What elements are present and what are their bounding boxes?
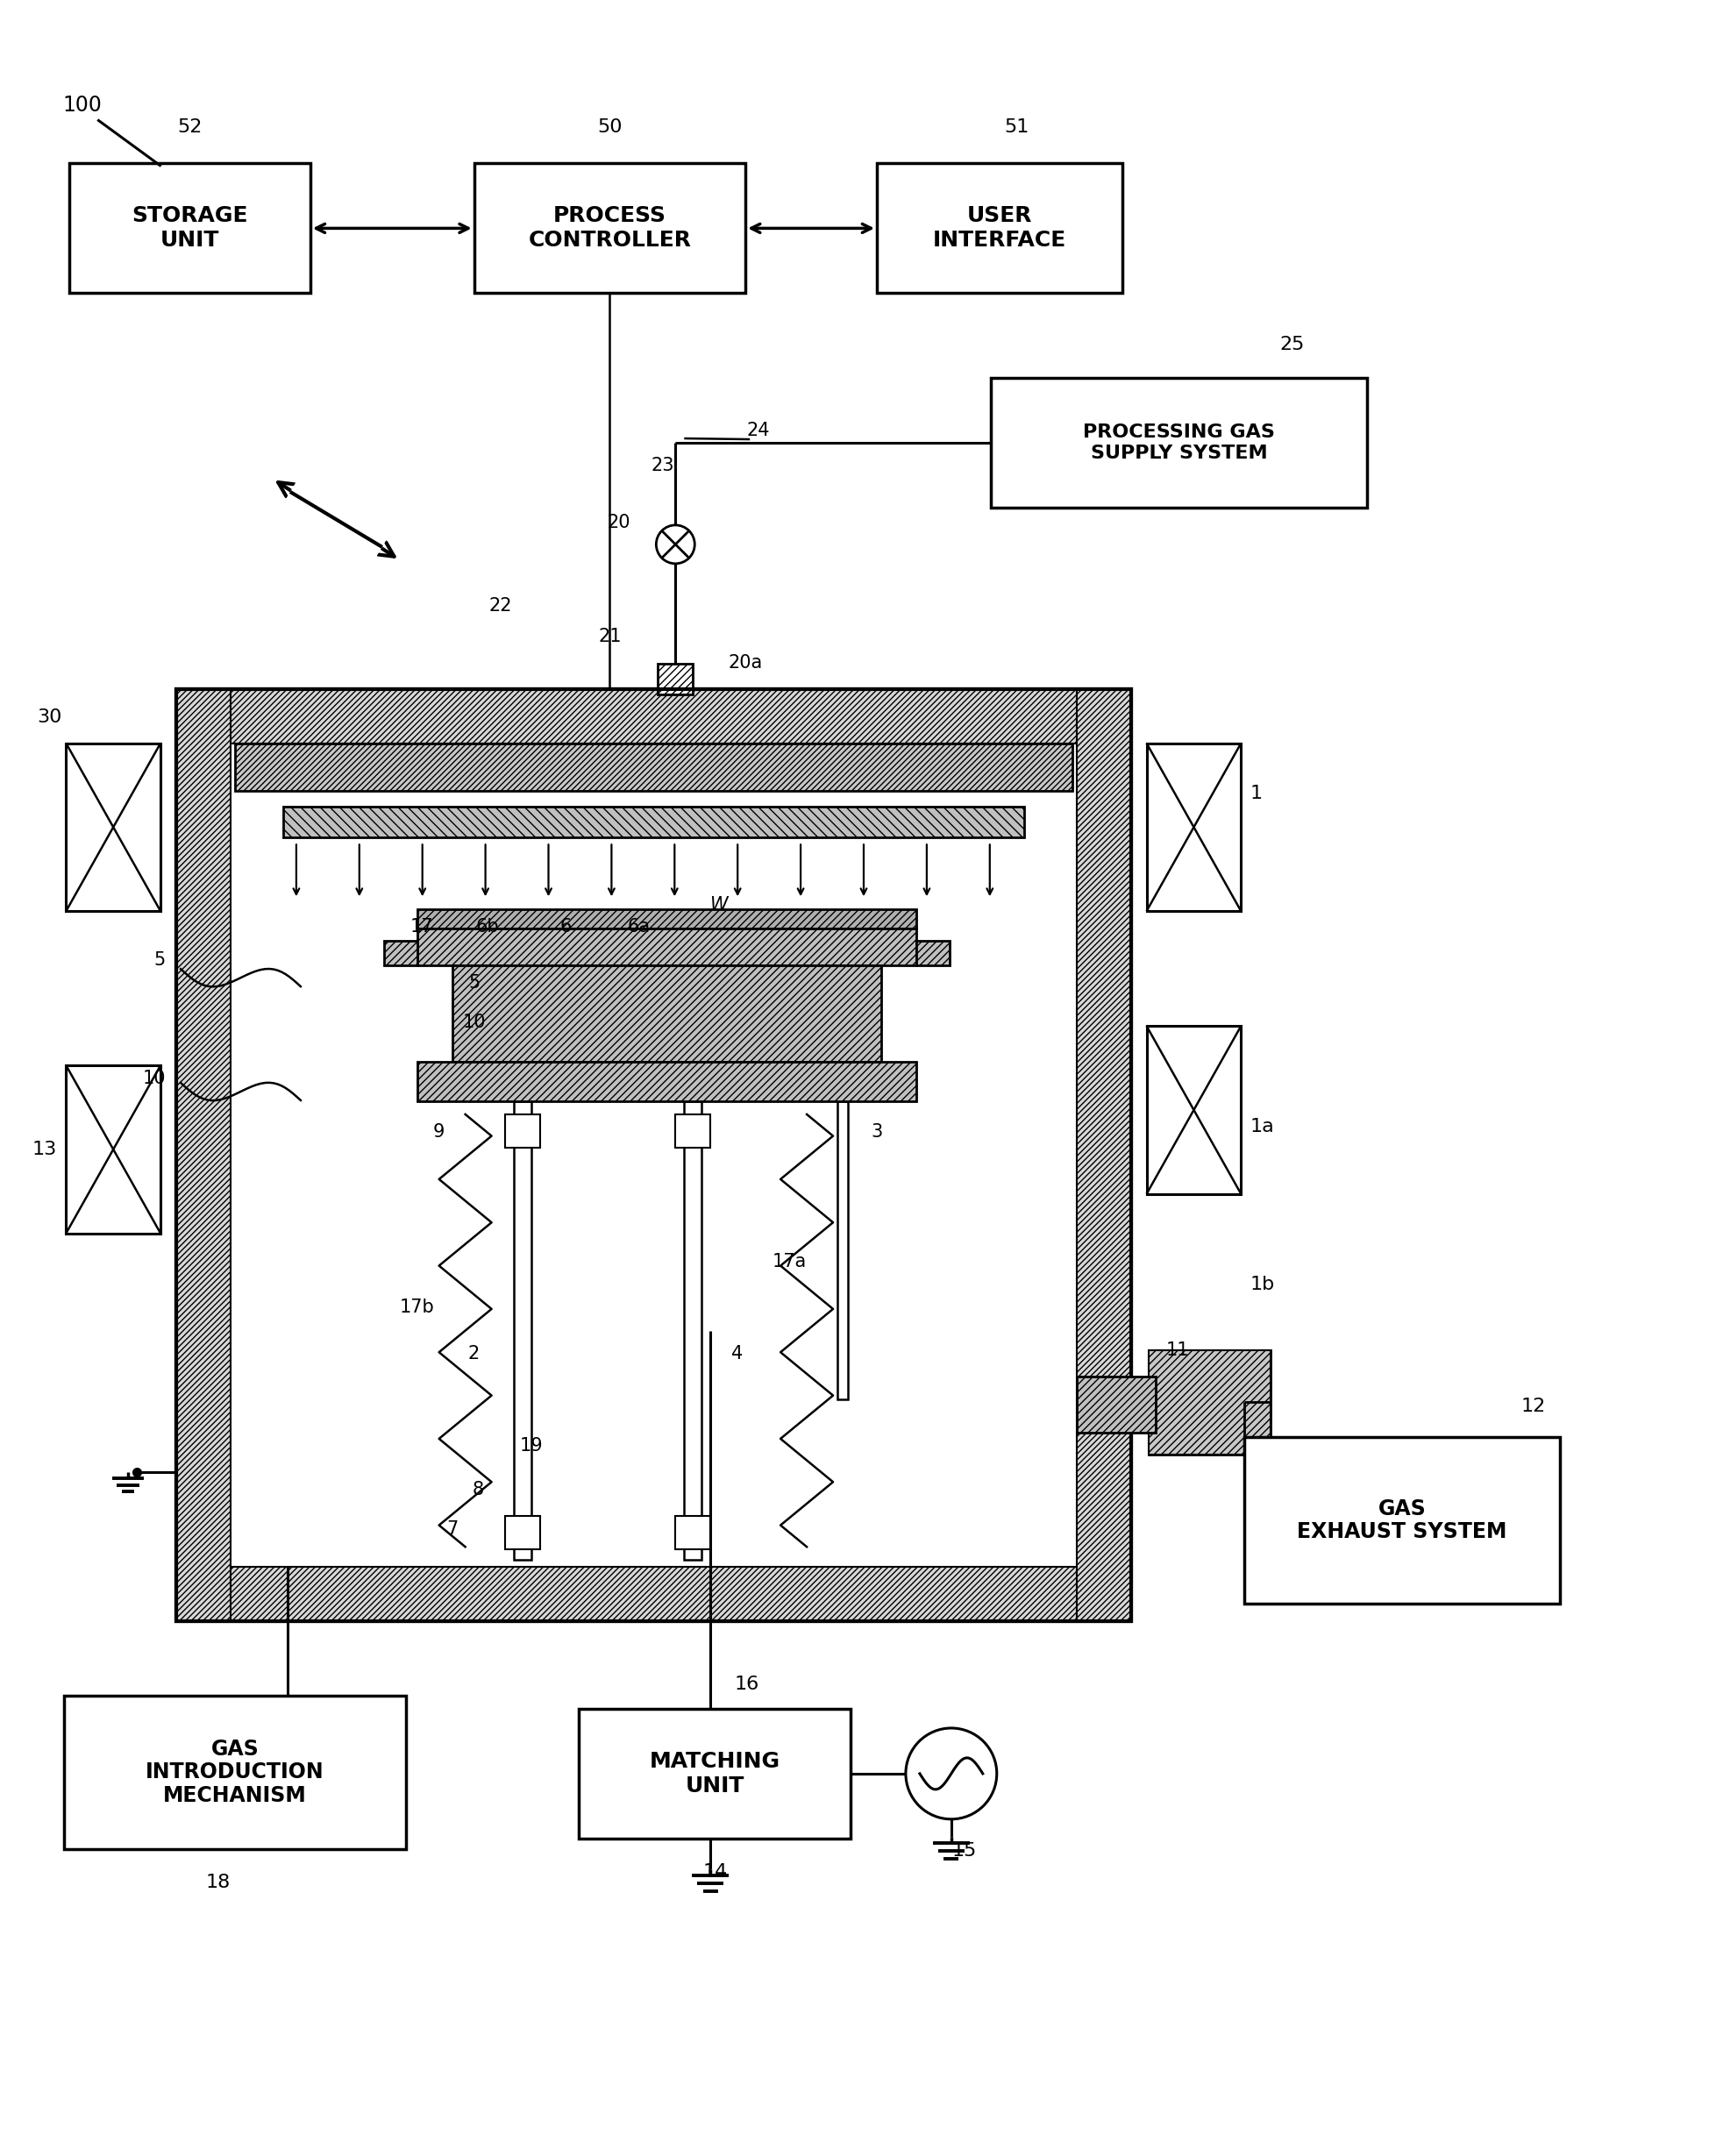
Text: 11: 11 [1165,1341,1187,1358]
Text: MECHANISM: MECHANISM [163,1785,307,1807]
Bar [1244,1438,1560,1604]
Bar [63,1695,405,1850]
Text: 20: 20 [606,513,630,530]
Bar [513,1102,530,1561]
Text: 4: 4 [731,1345,741,1363]
Text: 20a: 20a [728,653,762,671]
Text: 24: 24 [746,423,770,440]
Bar [1076,688,1131,1621]
Text: UNIT: UNIT [160,231,220,250]
Bar [916,940,949,966]
Text: 19: 19 [518,1438,542,1455]
Text: W: W [710,897,728,914]
Bar [384,940,417,966]
Text: PROCESS: PROCESS [553,205,666,226]
Text: 15: 15 [951,1841,976,1858]
Text: 12: 12 [1520,1397,1544,1416]
Text: 23: 23 [650,457,674,474]
Text: 17a: 17a [772,1253,807,1270]
Text: CONTROLLER: CONTROLLER [529,231,692,250]
Text: 16: 16 [734,1675,758,1692]
Bar [505,1516,539,1550]
Bar [877,164,1122,293]
Bar [990,377,1366,507]
Bar [1148,1350,1270,1455]
Text: 30: 30 [36,707,62,727]
Text: 7: 7 [446,1520,458,1537]
Bar [177,1567,1131,1621]
Text: 14: 14 [702,1863,728,1880]
Bar [657,664,693,694]
Text: 6b: 6b [475,918,499,936]
Bar [417,910,916,929]
Text: 18: 18 [206,1874,230,1891]
Bar [417,1061,916,1102]
Text: EXHAUST SYSTEM: EXHAUST SYSTEM [1297,1522,1507,1544]
Bar [837,1102,848,1399]
Text: GAS: GAS [211,1738,259,1759]
Text: 1: 1 [1249,785,1261,802]
Bar [65,1065,161,1233]
Text: GAS: GAS [1378,1498,1426,1520]
Text: 9: 9 [432,1123,444,1141]
Bar [474,164,745,293]
Text: 5: 5 [154,951,166,968]
Text: 10: 10 [142,1069,166,1087]
Bar [451,966,880,1061]
Bar [685,1102,702,1561]
Bar [1148,1350,1270,1455]
Text: 6: 6 [559,918,571,936]
Text: 25: 25 [1278,336,1304,354]
Text: 3: 3 [870,1123,882,1141]
Text: INTERFACE: INTERFACE [932,231,1066,250]
Text: MATCHING: MATCHING [649,1751,779,1772]
Text: STORAGE: STORAGE [132,205,247,226]
Bar [505,1115,539,1147]
Text: 2: 2 [468,1345,479,1363]
Text: 52: 52 [177,119,202,136]
Text: 22: 22 [489,597,511,614]
Text: PROCESSING GAS: PROCESSING GAS [1083,423,1275,440]
Bar [177,688,1131,744]
Text: 21: 21 [597,627,621,645]
Circle shape [656,526,695,563]
Text: 6a: 6a [626,918,650,936]
Bar [578,1710,849,1839]
Text: 10: 10 [462,1013,486,1031]
Text: 17b: 17b [400,1298,434,1317]
Bar [177,688,1131,1621]
Text: USER: USER [966,205,1031,226]
Text: INTRODUCTION: INTRODUCTION [146,1761,324,1783]
Bar [1076,1376,1155,1434]
Circle shape [906,1729,997,1820]
Text: 1b: 1b [1249,1276,1273,1294]
Bar [283,806,1023,839]
Bar [69,164,311,293]
Text: 51: 51 [1004,119,1030,136]
Text: SUPPLY SYSTEM: SUPPLY SYSTEM [1090,444,1266,461]
Bar [1146,744,1241,912]
Text: 5: 5 [468,975,479,992]
Bar [417,929,916,966]
Bar [674,1516,710,1550]
Bar [235,744,1071,791]
Text: 8: 8 [472,1481,484,1498]
Bar [177,688,1131,1621]
Text: 13: 13 [33,1141,57,1158]
Text: 100: 100 [62,95,101,116]
Bar [177,688,230,1621]
Text: 17: 17 [410,918,432,936]
Text: 1a: 1a [1249,1119,1273,1136]
Bar [65,744,161,912]
Bar [1146,1026,1241,1194]
Text: 50: 50 [597,119,621,136]
Bar [674,1115,710,1147]
Text: UNIT: UNIT [685,1774,745,1796]
